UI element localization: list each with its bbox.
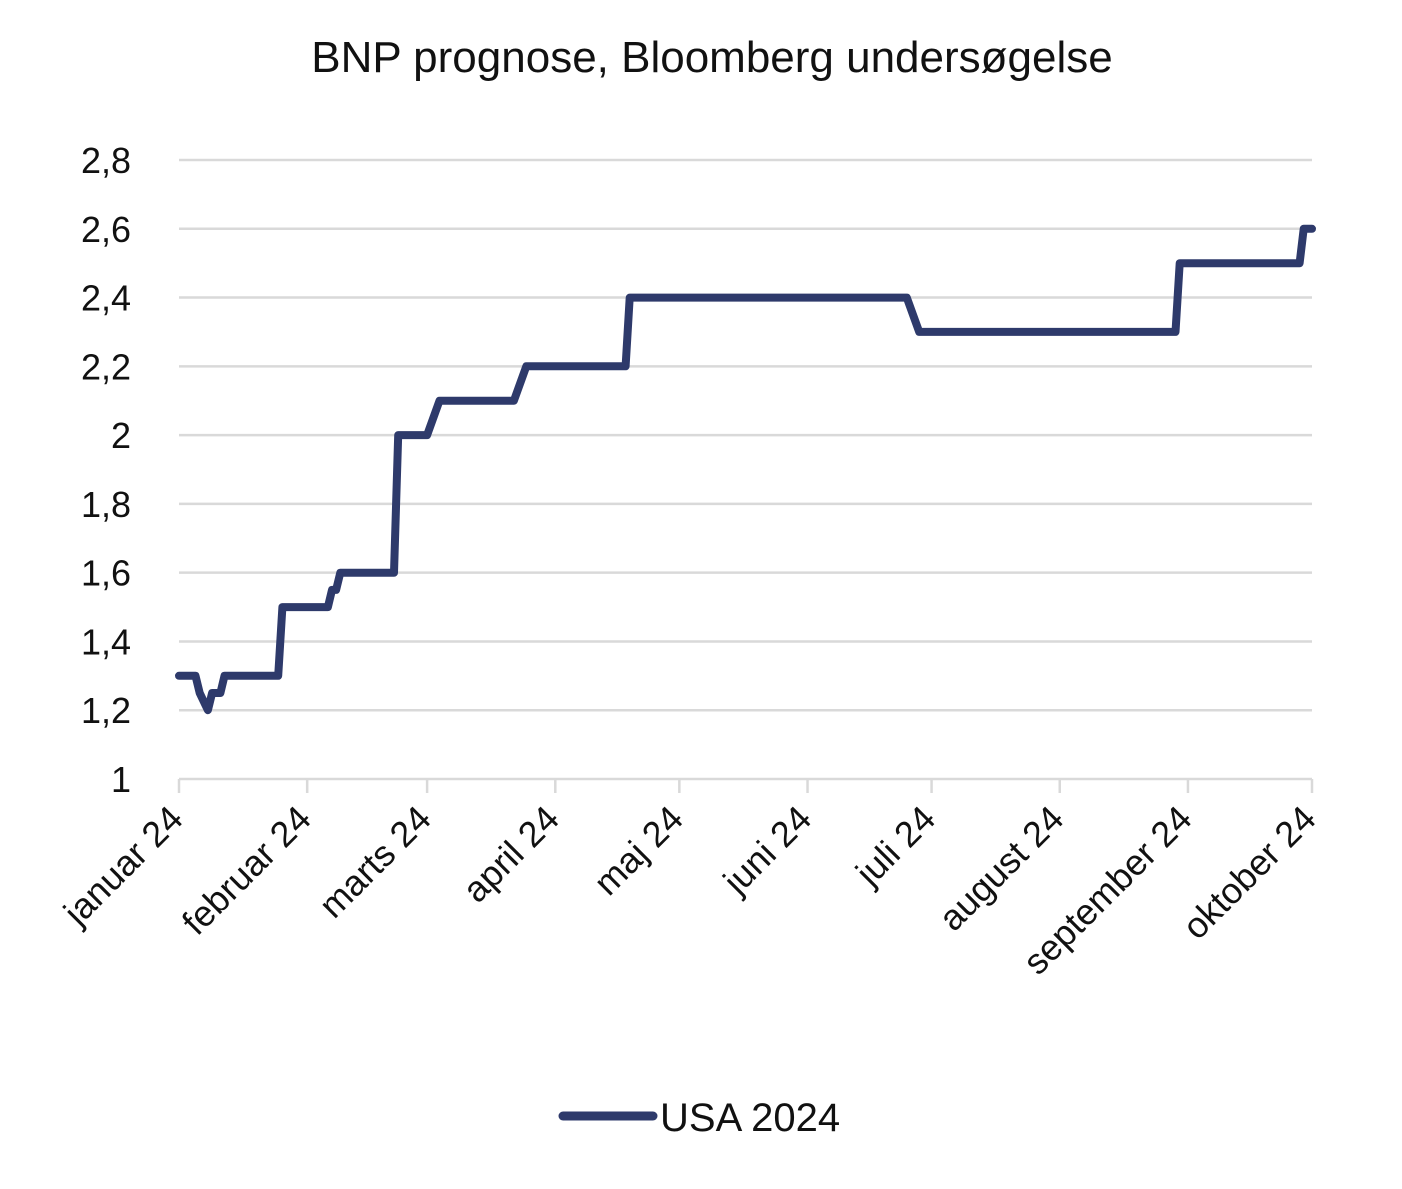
x-tick-label-maj-24: maj 24: [586, 798, 691, 903]
y-tick-label-1-8: 1,8: [81, 484, 131, 525]
gridlines: [179, 158, 1312, 712]
y-tick-label-1: 1: [111, 759, 131, 800]
x-tick-label-juli-24: juli 24: [847, 798, 943, 894]
series-line-usa-2024: [175, 224, 1316, 715]
chart-title: BNP prognose, Bloomberg undersøgelse: [311, 33, 1112, 82]
y-tick-label-2: 2: [111, 415, 131, 456]
y-tick-label-1-2: 1,2: [81, 690, 131, 731]
x-tick-label-juni-24: juni 24: [714, 798, 819, 903]
series-layer: [175, 224, 1316, 715]
legend: USA 2024: [558, 1096, 840, 1140]
y-tick-label-1-6: 1,6: [81, 553, 131, 594]
y-tick-label-2-8: 2,8: [81, 140, 131, 181]
x-tick-label-april-24: april 24: [454, 798, 566, 910]
y-tick-label-2-2: 2,2: [81, 346, 131, 387]
y-axis: 1 1,2 1,4 1,6 1,8 2 2,2 2,4 2,6 2,8: [81, 140, 131, 800]
x-tick-label-januar-24: januar 24: [55, 798, 191, 934]
x-tick-label-februar-24: februar 24: [174, 798, 319, 943]
y-tick-label-2-4: 2,4: [81, 278, 131, 319]
legend-label-usa-2024: USA 2024: [660, 1096, 840, 1140]
x-tick-label-oktober-24: oktober 24: [1174, 798, 1323, 947]
y-tick-label-2-6: 2,6: [81, 209, 131, 250]
y-tick-label-1-4: 1,4: [81, 621, 131, 662]
x-tick-label-marts-24: marts 24: [311, 798, 439, 926]
x-axis: [177, 777, 1314, 793]
